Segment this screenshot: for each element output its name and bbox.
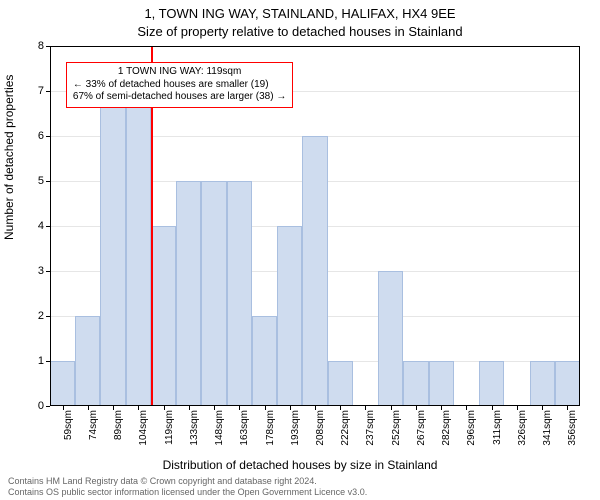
x-tick-label: 267sqm <box>416 410 427 446</box>
title-sub: Size of property relative to detached ho… <box>0 24 600 39</box>
bar <box>530 361 555 406</box>
annotation-line: 1 TOWN ING WAY: 119sqm <box>73 66 286 79</box>
bar <box>403 361 428 406</box>
x-tick-label: 119sqm <box>164 410 175 445</box>
annotation-line: ← 33% of detached houses are smaller (19… <box>73 79 286 92</box>
bar <box>227 181 252 406</box>
x-tick-label: 148sqm <box>214 410 225 446</box>
bar <box>50 361 75 406</box>
annotation-line: 67% of semi-detached houses are larger (… <box>73 91 286 104</box>
y-axis-label: Number of detached properties <box>2 75 16 240</box>
x-tick-label: 178sqm <box>265 410 276 446</box>
y-tick-label: 6 <box>38 130 44 142</box>
x-tick-label: 89sqm <box>113 410 124 440</box>
y-tick-label: 7 <box>38 85 44 97</box>
bar <box>126 91 151 406</box>
y-tick-label: 8 <box>38 40 44 52</box>
bar <box>277 226 302 406</box>
x-tick-label: 237sqm <box>365 410 376 446</box>
chart-plot-area: 012345678 59sqm74sqm89sqm104sqm119sqm133… <box>50 46 580 406</box>
x-tick-label: 59sqm <box>63 410 74 440</box>
x-tick-label: 341sqm <box>542 410 553 446</box>
x-tick-label: 163sqm <box>239 410 250 446</box>
x-tick-label: 252sqm <box>391 410 402 446</box>
bar <box>75 316 100 406</box>
footer-attribution: Contains HM Land Registry data © Crown c… <box>8 476 592 498</box>
bar <box>378 271 403 406</box>
y-tick-label: 4 <box>38 220 44 232</box>
x-tick-label: 74sqm <box>88 410 99 440</box>
x-tick-label: 104sqm <box>138 410 149 446</box>
y-tick-label: 0 <box>38 400 44 412</box>
x-tick-label: 296sqm <box>466 410 477 446</box>
bar <box>201 181 226 406</box>
bar <box>479 361 504 406</box>
bar <box>252 316 277 406</box>
y-tick-label: 2 <box>38 310 44 322</box>
bar <box>176 181 201 406</box>
annotation-box: 1 TOWN ING WAY: 119sqm← 33% of detached … <box>66 62 293 108</box>
x-axis-label: Distribution of detached houses by size … <box>0 458 600 472</box>
x-tick-label: 193sqm <box>290 410 301 446</box>
bar <box>555 361 580 406</box>
footer-line-2: Contains OS public sector information li… <box>8 487 592 498</box>
x-tick-label: 356sqm <box>567 410 578 446</box>
x-tick-label: 133sqm <box>189 410 200 446</box>
footer-line-1: Contains HM Land Registry data © Crown c… <box>8 476 592 487</box>
x-tick-label: 282sqm <box>441 410 452 446</box>
title-main: 1, TOWN ING WAY, STAINLAND, HALIFAX, HX4… <box>0 6 600 21</box>
y-tick-label: 1 <box>38 355 44 367</box>
x-tick-label: 208sqm <box>315 410 326 446</box>
bar <box>302 136 327 406</box>
x-tick-label: 311sqm <box>492 410 503 445</box>
x-tick-label: 326sqm <box>517 410 528 446</box>
bar <box>151 226 176 406</box>
bar <box>328 361 353 406</box>
bar <box>429 361 454 406</box>
y-tick-label: 5 <box>38 175 44 187</box>
bar <box>100 91 125 406</box>
x-tick-label: 222sqm <box>340 410 351 446</box>
y-tick-label: 3 <box>38 265 44 277</box>
